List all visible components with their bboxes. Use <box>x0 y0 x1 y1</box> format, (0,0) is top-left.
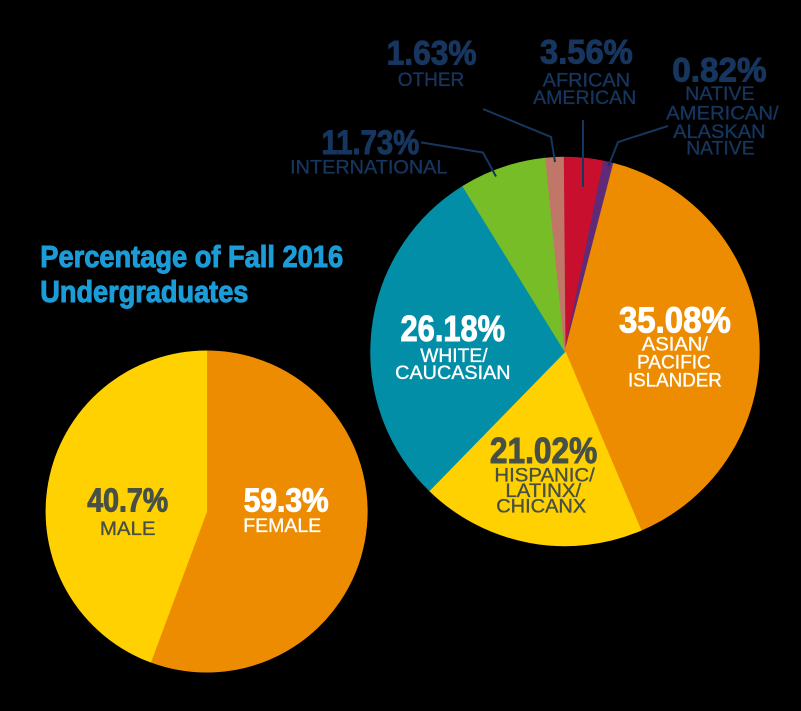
svg-text:OTHER: OTHER <box>398 69 464 91</box>
svg-text:PACIFIC: PACIFIC <box>637 352 711 374</box>
svg-text:FEMALE: FEMALE <box>243 515 321 537</box>
svg-text:59.3%: 59.3% <box>244 481 329 518</box>
svg-text:AMERICAN/: AMERICAN/ <box>666 103 779 125</box>
svg-text:Undergraduates: Undergraduates <box>40 274 248 309</box>
svg-text:NATIVE: NATIVE <box>685 83 754 105</box>
svg-text:0.82%: 0.82% <box>672 52 766 90</box>
svg-text:MALE: MALE <box>100 518 156 540</box>
svg-text:ISLANDER: ISLANDER <box>628 370 722 392</box>
svg-text:Percentage of Fall 2016: Percentage of Fall 2016 <box>40 239 343 274</box>
svg-text:ASIAN/: ASIAN/ <box>642 334 708 356</box>
svg-text:35.08%: 35.08% <box>619 300 731 341</box>
svg-text:1.63%: 1.63% <box>387 34 477 72</box>
svg-text:CHICANX: CHICANX <box>496 496 586 518</box>
svg-text:21.02%: 21.02% <box>490 430 597 471</box>
svg-text:26.18%: 26.18% <box>401 308 506 349</box>
svg-text:40.7%: 40.7% <box>87 482 168 519</box>
svg-text:11.73%: 11.73% <box>322 124 420 162</box>
svg-text:ALASKAN: ALASKAN <box>673 121 765 143</box>
svg-text:HISPANIC/: HISPANIC/ <box>494 465 595 487</box>
svg-text:WHITE/: WHITE/ <box>420 345 488 367</box>
svg-text:3.56%: 3.56% <box>540 34 633 72</box>
svg-text:AMERICAN: AMERICAN <box>533 87 636 109</box>
svg-text:CAUCASIAN: CAUCASIAN <box>395 362 510 384</box>
svg-text:AFRICAN: AFRICAN <box>543 70 630 92</box>
svg-text:NATIVE: NATIVE <box>686 137 754 159</box>
svg-text:INTERNATIONAL: INTERNATIONAL <box>290 157 447 179</box>
svg-text:LATINX/: LATINX/ <box>505 480 581 502</box>
